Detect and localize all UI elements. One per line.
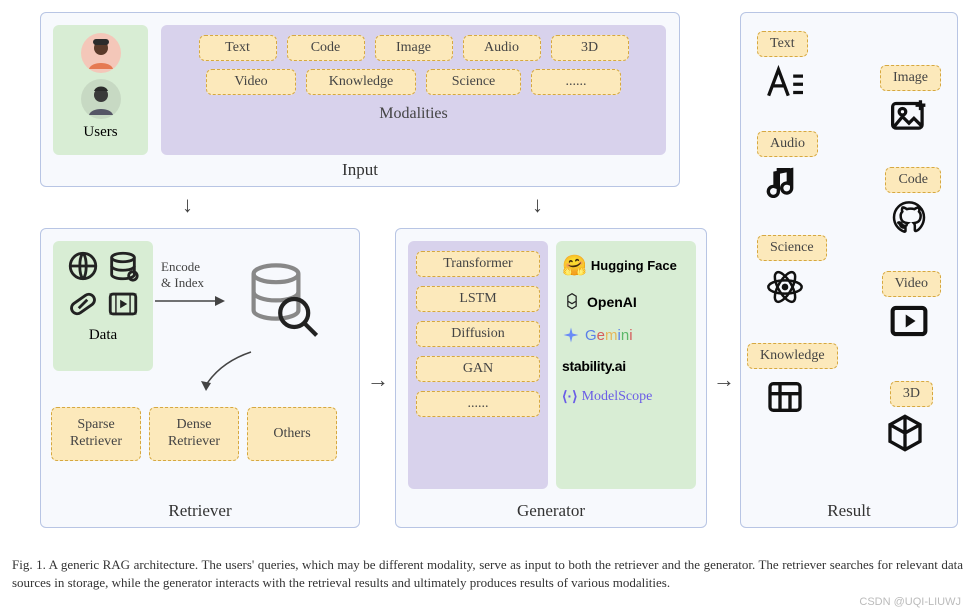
user-avatar-2-icon: [79, 77, 123, 121]
arrow-input-to-generator: ↓: [532, 192, 543, 218]
modality-more: ......: [531, 69, 621, 95]
rag-diagram: Users Text Code Image Audio 3D Video Kno…: [12, 12, 963, 542]
model-lstm: LSTM: [416, 286, 540, 312]
arrow-to-retrievers-icon: [191, 347, 271, 397]
modalities-box: Text Code Image Audio 3D Video Knowledge…: [161, 25, 666, 155]
result-title: Result: [741, 501, 957, 521]
gemini-logo-icon: [562, 326, 580, 344]
data-label: Data: [61, 327, 145, 344]
generator-title: Generator: [396, 501, 706, 521]
users-box: Users: [53, 25, 148, 155]
generator-panel: Transformer LSTM Diffusion GAN ...... 🤗 …: [395, 228, 707, 528]
provider-gemini: Gemini: [562, 326, 690, 344]
modality-text: Text: [199, 35, 277, 61]
model-transformer: Transformer: [416, 251, 540, 277]
result-3d: 3D: [890, 381, 933, 407]
users-label: Users: [53, 124, 148, 141]
modality-video: Video: [206, 69, 296, 95]
pill-icon: [66, 287, 100, 321]
hf-logo-icon: 🤗: [562, 253, 587, 278]
provider-openai: OpenAI: [562, 292, 690, 312]
models-box: Transformer LSTM Diffusion GAN ......: [408, 241, 548, 489]
image-icon: [889, 97, 929, 133]
encode-label: Encode& Index: [161, 259, 204, 290]
modality-3d: 3D: [551, 35, 629, 61]
arrow-encode-icon: [153, 291, 228, 311]
audio-icon: [765, 163, 805, 203]
modality-image: Image: [375, 35, 453, 61]
code-icon: [889, 199, 929, 239]
result-panel: Text Image Audio Code Science Video Know…: [740, 12, 958, 528]
model-gan: GAN: [416, 356, 540, 382]
result-video: Video: [882, 271, 941, 297]
result-knowledge: Knowledge: [747, 343, 838, 369]
figure-caption: Fig. 1. A generic RAG architecture. The …: [12, 556, 963, 592]
modality-science: Science: [426, 69, 521, 95]
providers-box: 🤗 Hugging Face OpenAI Gemini stability.a…: [556, 241, 696, 489]
db-search-icon: [241, 257, 325, 341]
modelscope-logo-icon: ⟨·⟩: [562, 388, 578, 405]
result-science: Science: [757, 235, 827, 261]
arrow-generator-to-result: →: [713, 367, 735, 393]
result-audio: Audio: [757, 131, 818, 157]
arrow-input-to-retriever: ↓: [182, 192, 193, 218]
cube-icon: [885, 413, 925, 453]
input-panel: Users Text Code Image Audio 3D Video Kno…: [40, 12, 680, 187]
modality-knowledge: Knowledge: [306, 69, 416, 95]
others-retriever-chip: Others: [247, 407, 337, 461]
retriever-panel: Data Encode& Index Sparse Retriever Dens…: [40, 228, 360, 528]
input-title: Input: [41, 160, 679, 180]
science-icon: [765, 267, 805, 307]
retriever-title: Retriever: [41, 501, 359, 521]
sparse-retriever-chip: Sparse Retriever: [51, 407, 141, 461]
openai-logo-icon: [562, 292, 582, 312]
db-small-icon: [106, 249, 140, 283]
modalities-label: Modalities: [173, 105, 654, 123]
provider-stability: stability.ai: [562, 358, 690, 374]
result-image: Image: [880, 65, 941, 91]
data-box: Data: [53, 241, 153, 371]
user-avatar-1-icon: [79, 31, 123, 75]
video-file-icon: [106, 287, 140, 321]
provider-hf: 🤗 Hugging Face: [562, 253, 690, 278]
provider-modelscope: ⟨·⟩ ModelScope: [562, 388, 690, 405]
model-more: ......: [416, 391, 540, 417]
watermark: CSDN @UQI-LIUWJ: [859, 596, 961, 608]
text-icon: [765, 63, 805, 99]
result-code: Code: [885, 167, 941, 193]
modality-code: Code: [287, 35, 365, 61]
knowledge-icon: [765, 377, 805, 417]
video-icon: [889, 303, 929, 339]
globe-icon: [66, 249, 100, 283]
dense-retriever-chip: Dense Retriever: [149, 407, 239, 461]
result-text: Text: [757, 31, 808, 57]
modality-audio: Audio: [463, 35, 541, 61]
arrow-retriever-to-generator: →: [367, 367, 389, 393]
model-diffusion: Diffusion: [416, 321, 540, 347]
